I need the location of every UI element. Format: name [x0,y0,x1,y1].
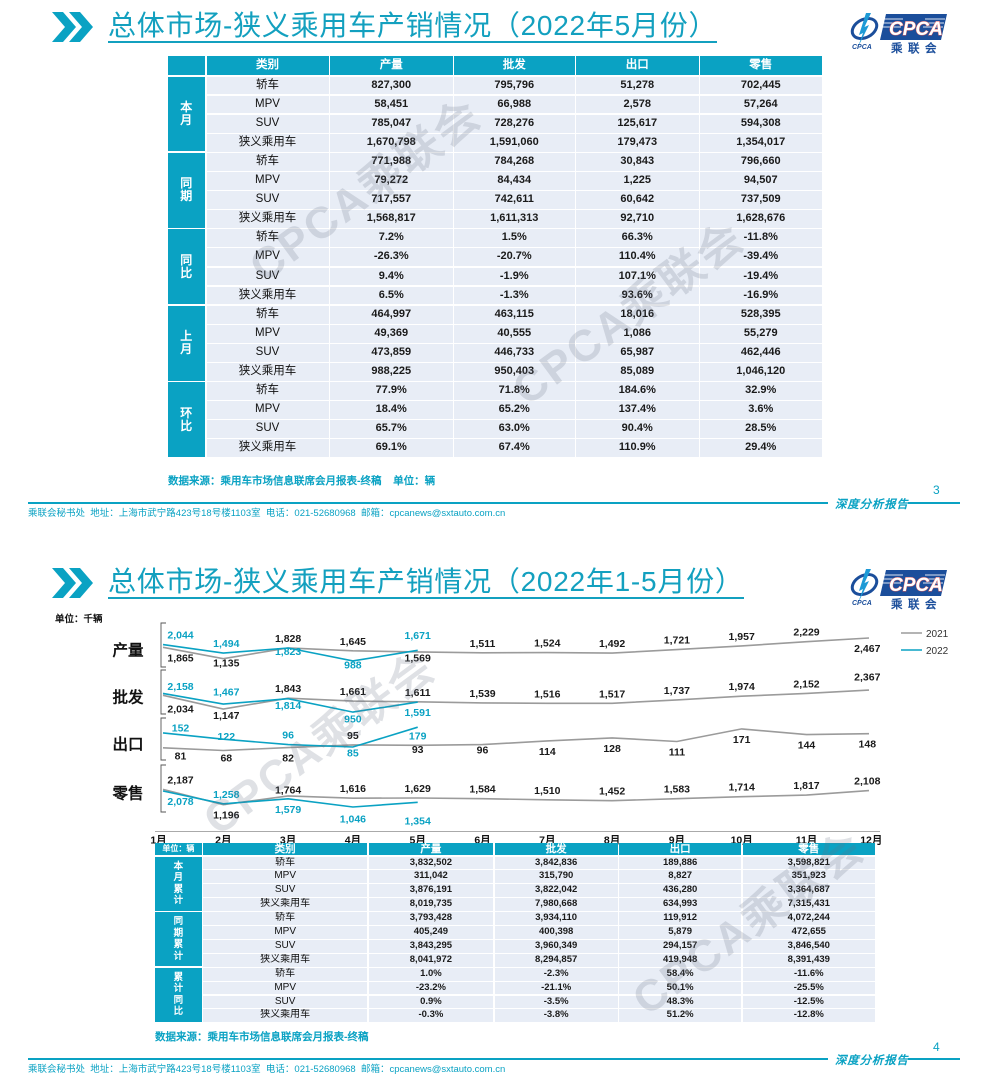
svg-text:CPCA: CPCA [889,575,943,596]
svg-text:1,814: 1,814 [275,700,301,712]
svg-text:2,034: 2,034 [167,704,193,716]
svg-text:1,764: 1,764 [275,785,301,797]
svg-text:1,539: 1,539 [469,688,495,700]
svg-text:2,152: 2,152 [793,678,819,690]
svg-text:1,258: 1,258 [213,789,239,801]
svg-text:1,511: 1,511 [470,638,496,650]
svg-text:1,147: 1,147 [213,710,239,722]
svg-text:1,452: 1,452 [599,786,625,798]
svg-text:85: 85 [347,748,359,760]
svg-text:乘联会: 乘联会 [890,41,942,55]
svg-text:1,569: 1,569 [405,653,431,665]
svg-text:144: 144 [798,740,816,752]
svg-text:2,367: 2,367 [854,672,880,684]
svg-text:96: 96 [282,730,294,742]
svg-text:1,611: 1,611 [405,687,431,699]
svg-text:1,510: 1,510 [534,785,560,797]
svg-text:111: 111 [669,747,686,759]
svg-text:2,158: 2,158 [167,681,193,693]
svg-text:1,516: 1,516 [534,688,560,700]
svg-text:988: 988 [344,660,362,672]
svg-text:950: 950 [344,714,362,726]
svg-text:1,865: 1,865 [167,652,193,664]
svg-text:95: 95 [347,730,359,742]
svg-text:1,492: 1,492 [599,638,625,650]
svg-text:批发: 批发 [112,688,144,707]
svg-text:2022: 2022 [926,646,949,657]
svg-text:1,974: 1,974 [729,681,755,693]
svg-text:1,721: 1,721 [664,635,690,647]
svg-text:零售: 零售 [111,784,143,803]
svg-text:1,737: 1,737 [664,685,690,697]
svg-text:1,817: 1,817 [793,780,819,792]
svg-text:1,957: 1,957 [729,631,755,643]
svg-text:1,714: 1,714 [729,782,755,794]
svg-text:2,467: 2,467 [854,643,880,655]
svg-text:1,629: 1,629 [405,783,431,795]
svg-text:1,828: 1,828 [275,633,301,645]
svg-text:1,494: 1,494 [213,638,239,650]
svg-text:2,187: 2,187 [167,774,193,786]
svg-text:148: 148 [859,739,877,751]
svg-text:2,078: 2,078 [167,796,193,808]
svg-text:128: 128 [603,743,621,755]
svg-text:1,823: 1,823 [275,646,301,658]
svg-text:1,671: 1,671 [405,630,431,642]
svg-text:单位：千辆: 单位：千辆 [55,613,103,625]
svg-text:68: 68 [220,753,232,765]
svg-text:CPCA: CPCA [852,600,872,607]
svg-text:CPCA: CPCA [852,44,872,51]
svg-text:1,583: 1,583 [664,784,690,796]
svg-text:CPCA: CPCA [889,19,943,40]
svg-text:1,661: 1,661 [340,686,366,698]
svg-text:出口: 出口 [112,735,143,754]
svg-text:2,044: 2,044 [167,630,193,642]
svg-text:1,046: 1,046 [340,814,366,826]
svg-text:152: 152 [172,723,190,735]
svg-text:1,467: 1,467 [213,687,239,699]
svg-text:1,584: 1,584 [469,784,495,796]
svg-text:1,196: 1,196 [213,810,239,822]
svg-text:96: 96 [477,745,489,757]
svg-text:1,579: 1,579 [275,804,301,816]
svg-text:2,108: 2,108 [854,776,880,788]
svg-text:1,135: 1,135 [213,658,239,670]
svg-text:1,616: 1,616 [340,783,366,795]
svg-text:1,645: 1,645 [340,636,366,648]
svg-text:82: 82 [282,753,294,765]
svg-text:122: 122 [218,731,236,743]
svg-text:171: 171 [733,734,751,746]
svg-text:93: 93 [412,744,424,756]
svg-text:1,524: 1,524 [534,638,560,650]
svg-text:2021: 2021 [926,629,949,640]
svg-text:1,591: 1,591 [405,707,431,719]
svg-text:114: 114 [539,746,556,758]
svg-text:179: 179 [409,731,427,743]
svg-text:乘联会: 乘联会 [890,597,942,611]
svg-text:1,843: 1,843 [275,683,301,695]
svg-text:2,229: 2,229 [793,627,819,639]
svg-text:81: 81 [175,751,187,763]
svg-text:1,517: 1,517 [599,688,625,700]
svg-text:1,354: 1,354 [405,816,431,828]
svg-text:产量: 产量 [112,641,144,660]
